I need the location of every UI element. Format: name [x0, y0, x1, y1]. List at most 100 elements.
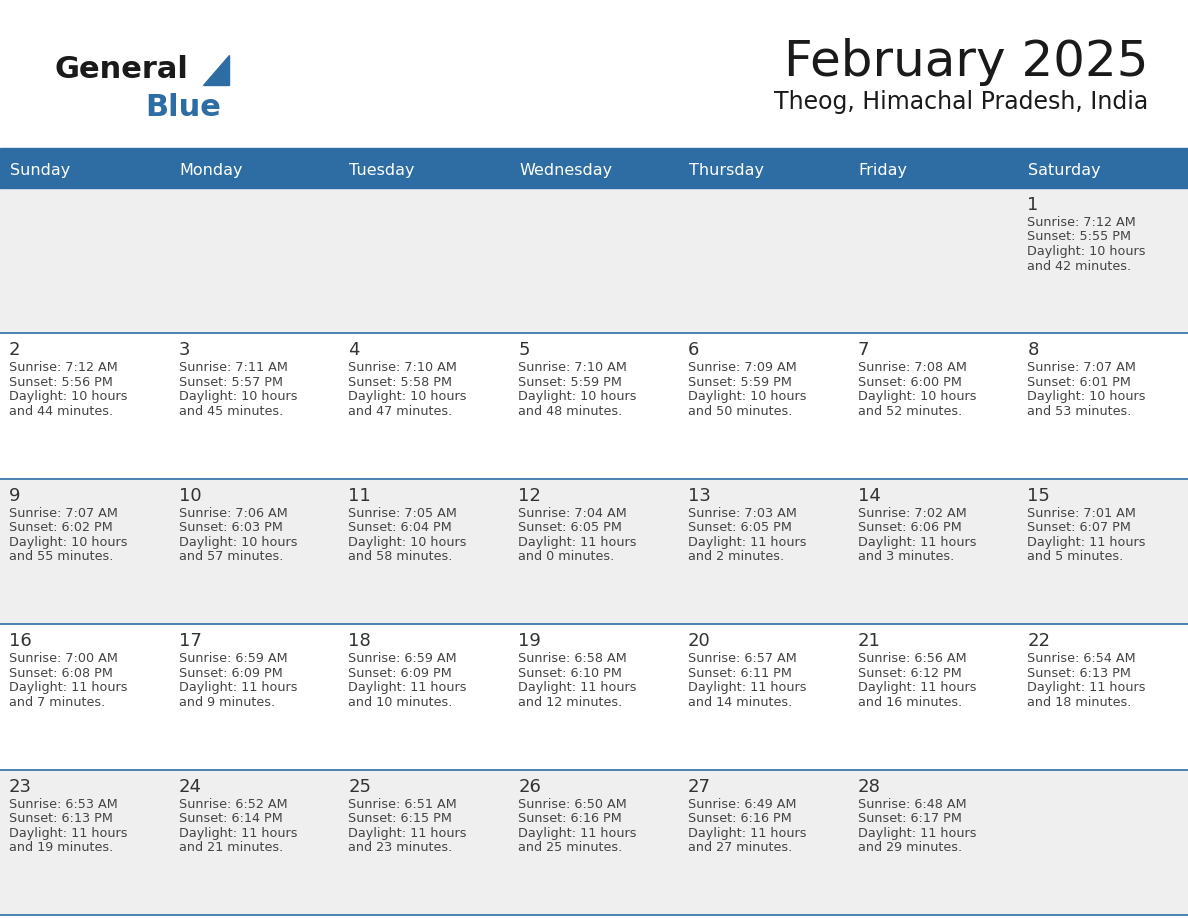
Text: Sunrise: 6:58 AM: Sunrise: 6:58 AM [518, 652, 627, 666]
Text: 28: 28 [858, 778, 880, 796]
Text: Sunrise: 7:00 AM: Sunrise: 7:00 AM [10, 652, 118, 666]
Text: Daylight: 11 hours: Daylight: 11 hours [178, 826, 297, 840]
Bar [510, 154, 678, 188]
Text: Sunrise: 6:59 AM: Sunrise: 6:59 AM [348, 652, 457, 666]
Text: Sunset: 6:09 PM: Sunset: 6:09 PM [178, 666, 283, 679]
Text: and 23 minutes.: and 23 minutes. [348, 841, 453, 854]
Text: and 18 minutes.: and 18 minutes. [1028, 696, 1132, 709]
Text: Sunrise: 7:01 AM: Sunrise: 7:01 AM [1028, 507, 1136, 520]
Text: Sunrise: 6:59 AM: Sunrise: 6:59 AM [178, 652, 287, 666]
Bar [1018, 154, 1188, 188]
Text: and 42 minutes.: and 42 minutes. [1028, 260, 1131, 273]
Text: Sunrise: 7:02 AM: Sunrise: 7:02 AM [858, 507, 966, 520]
Text: Sunrise: 7:09 AM: Sunrise: 7:09 AM [688, 362, 797, 375]
Text: Sunrise: 7:10 AM: Sunrise: 7:10 AM [518, 362, 627, 375]
Text: 13: 13 [688, 487, 710, 505]
Text: 4: 4 [348, 341, 360, 360]
Text: Sunset: 5:55 PM: Sunset: 5:55 PM [1028, 230, 1131, 243]
Text: and 9 minutes.: and 9 minutes. [178, 696, 274, 709]
Text: Sunrise: 7:04 AM: Sunrise: 7:04 AM [518, 507, 627, 520]
Text: and 58 minutes.: and 58 minutes. [348, 550, 453, 564]
Text: and 16 minutes.: and 16 minutes. [858, 696, 962, 709]
Text: 23: 23 [10, 778, 32, 796]
Text: Sunset: 6:07 PM: Sunset: 6:07 PM [1028, 521, 1131, 534]
Text: and 48 minutes.: and 48 minutes. [518, 405, 623, 418]
Text: Sunset: 5:56 PM: Sunset: 5:56 PM [10, 375, 113, 389]
Text: Sunset: 6:03 PM: Sunset: 6:03 PM [178, 521, 283, 534]
Text: Sunset: 6:11 PM: Sunset: 6:11 PM [688, 666, 791, 679]
Text: Daylight: 11 hours: Daylight: 11 hours [10, 826, 127, 840]
Text: Sunset: 5:59 PM: Sunset: 5:59 PM [518, 375, 623, 389]
Text: 1: 1 [1028, 196, 1038, 214]
Text: 6: 6 [688, 341, 700, 360]
Text: Sunset: 6:04 PM: Sunset: 6:04 PM [348, 521, 453, 534]
Text: Daylight: 11 hours: Daylight: 11 hours [858, 826, 977, 840]
Text: and 47 minutes.: and 47 minutes. [348, 405, 453, 418]
Bar [678, 154, 848, 188]
Text: Tuesday: Tuesday [349, 163, 415, 178]
Text: Sunrise: 6:52 AM: Sunrise: 6:52 AM [178, 798, 287, 811]
Text: Sunset: 6:12 PM: Sunset: 6:12 PM [858, 666, 961, 679]
Text: 15: 15 [1028, 487, 1050, 505]
Text: 19: 19 [518, 633, 541, 650]
Text: Daylight: 11 hours: Daylight: 11 hours [688, 536, 807, 549]
Text: Sunrise: 6:51 AM: Sunrise: 6:51 AM [348, 798, 457, 811]
Text: Daylight: 11 hours: Daylight: 11 hours [178, 681, 297, 694]
Text: and 44 minutes.: and 44 minutes. [10, 405, 113, 418]
Text: and 45 minutes.: and 45 minutes. [178, 405, 283, 418]
Bar [0, 333, 1188, 479]
Text: Sunset: 6:13 PM: Sunset: 6:13 PM [10, 812, 113, 825]
Text: and 53 minutes.: and 53 minutes. [1028, 405, 1132, 418]
Text: Daylight: 10 hours: Daylight: 10 hours [178, 536, 297, 549]
Text: Daylight: 11 hours: Daylight: 11 hours [10, 681, 127, 694]
Text: Daylight: 11 hours: Daylight: 11 hours [1028, 681, 1145, 694]
Text: and 19 minutes.: and 19 minutes. [10, 841, 113, 854]
Bar [0, 148, 1188, 154]
Text: Sunset: 6:02 PM: Sunset: 6:02 PM [10, 521, 113, 534]
Text: Sunset: 5:58 PM: Sunset: 5:58 PM [348, 375, 453, 389]
Text: Blue: Blue [145, 93, 221, 122]
Text: and 12 minutes.: and 12 minutes. [518, 696, 623, 709]
Text: Sunrise: 7:12 AM: Sunrise: 7:12 AM [1028, 216, 1136, 229]
Text: Sunset: 6:10 PM: Sunset: 6:10 PM [518, 666, 623, 679]
Text: Daylight: 10 hours: Daylight: 10 hours [518, 390, 637, 403]
Bar [0, 769, 1188, 915]
Bar [0, 479, 1188, 624]
Text: and 57 minutes.: and 57 minutes. [178, 550, 283, 564]
Text: Daylight: 10 hours: Daylight: 10 hours [1028, 390, 1145, 403]
Text: Sunset: 6:06 PM: Sunset: 6:06 PM [858, 521, 961, 534]
Text: 21: 21 [858, 633, 880, 650]
Bar [848, 154, 1018, 188]
Bar [340, 154, 510, 188]
Text: Daylight: 11 hours: Daylight: 11 hours [348, 826, 467, 840]
Polygon shape [203, 55, 229, 85]
Text: Sunrise: 6:49 AM: Sunrise: 6:49 AM [688, 798, 796, 811]
Text: 22: 22 [1028, 633, 1050, 650]
Text: 16: 16 [10, 633, 32, 650]
Text: 5: 5 [518, 341, 530, 360]
Text: 8: 8 [1028, 341, 1038, 360]
Text: and 0 minutes.: and 0 minutes. [518, 550, 614, 564]
Text: Thursday: Thursday [689, 163, 764, 178]
Text: Sunrise: 7:05 AM: Sunrise: 7:05 AM [348, 507, 457, 520]
Text: Sunrise: 7:11 AM: Sunrise: 7:11 AM [178, 362, 287, 375]
Text: Sunset: 6:17 PM: Sunset: 6:17 PM [858, 812, 961, 825]
Text: Daylight: 11 hours: Daylight: 11 hours [688, 681, 807, 694]
Text: Daylight: 11 hours: Daylight: 11 hours [1028, 536, 1145, 549]
Text: Saturday: Saturday [1029, 163, 1101, 178]
Text: Sunset: 6:05 PM: Sunset: 6:05 PM [518, 521, 623, 534]
Text: and 29 minutes.: and 29 minutes. [858, 841, 962, 854]
Text: Sunset: 6:08 PM: Sunset: 6:08 PM [10, 666, 113, 679]
Text: Sunrise: 7:12 AM: Sunrise: 7:12 AM [10, 362, 118, 375]
Text: 17: 17 [178, 633, 202, 650]
Text: and 10 minutes.: and 10 minutes. [348, 696, 453, 709]
Text: Daylight: 10 hours: Daylight: 10 hours [348, 390, 467, 403]
Text: Sunrise: 6:48 AM: Sunrise: 6:48 AM [858, 798, 966, 811]
Text: 9: 9 [10, 487, 20, 505]
Text: Sunrise: 6:50 AM: Sunrise: 6:50 AM [518, 798, 627, 811]
Text: Sunrise: 7:06 AM: Sunrise: 7:06 AM [178, 507, 287, 520]
Text: Daylight: 10 hours: Daylight: 10 hours [10, 536, 127, 549]
Text: 25: 25 [348, 778, 372, 796]
Text: Daylight: 10 hours: Daylight: 10 hours [1028, 245, 1145, 258]
Text: Sunrise: 7:07 AM: Sunrise: 7:07 AM [1028, 362, 1136, 375]
